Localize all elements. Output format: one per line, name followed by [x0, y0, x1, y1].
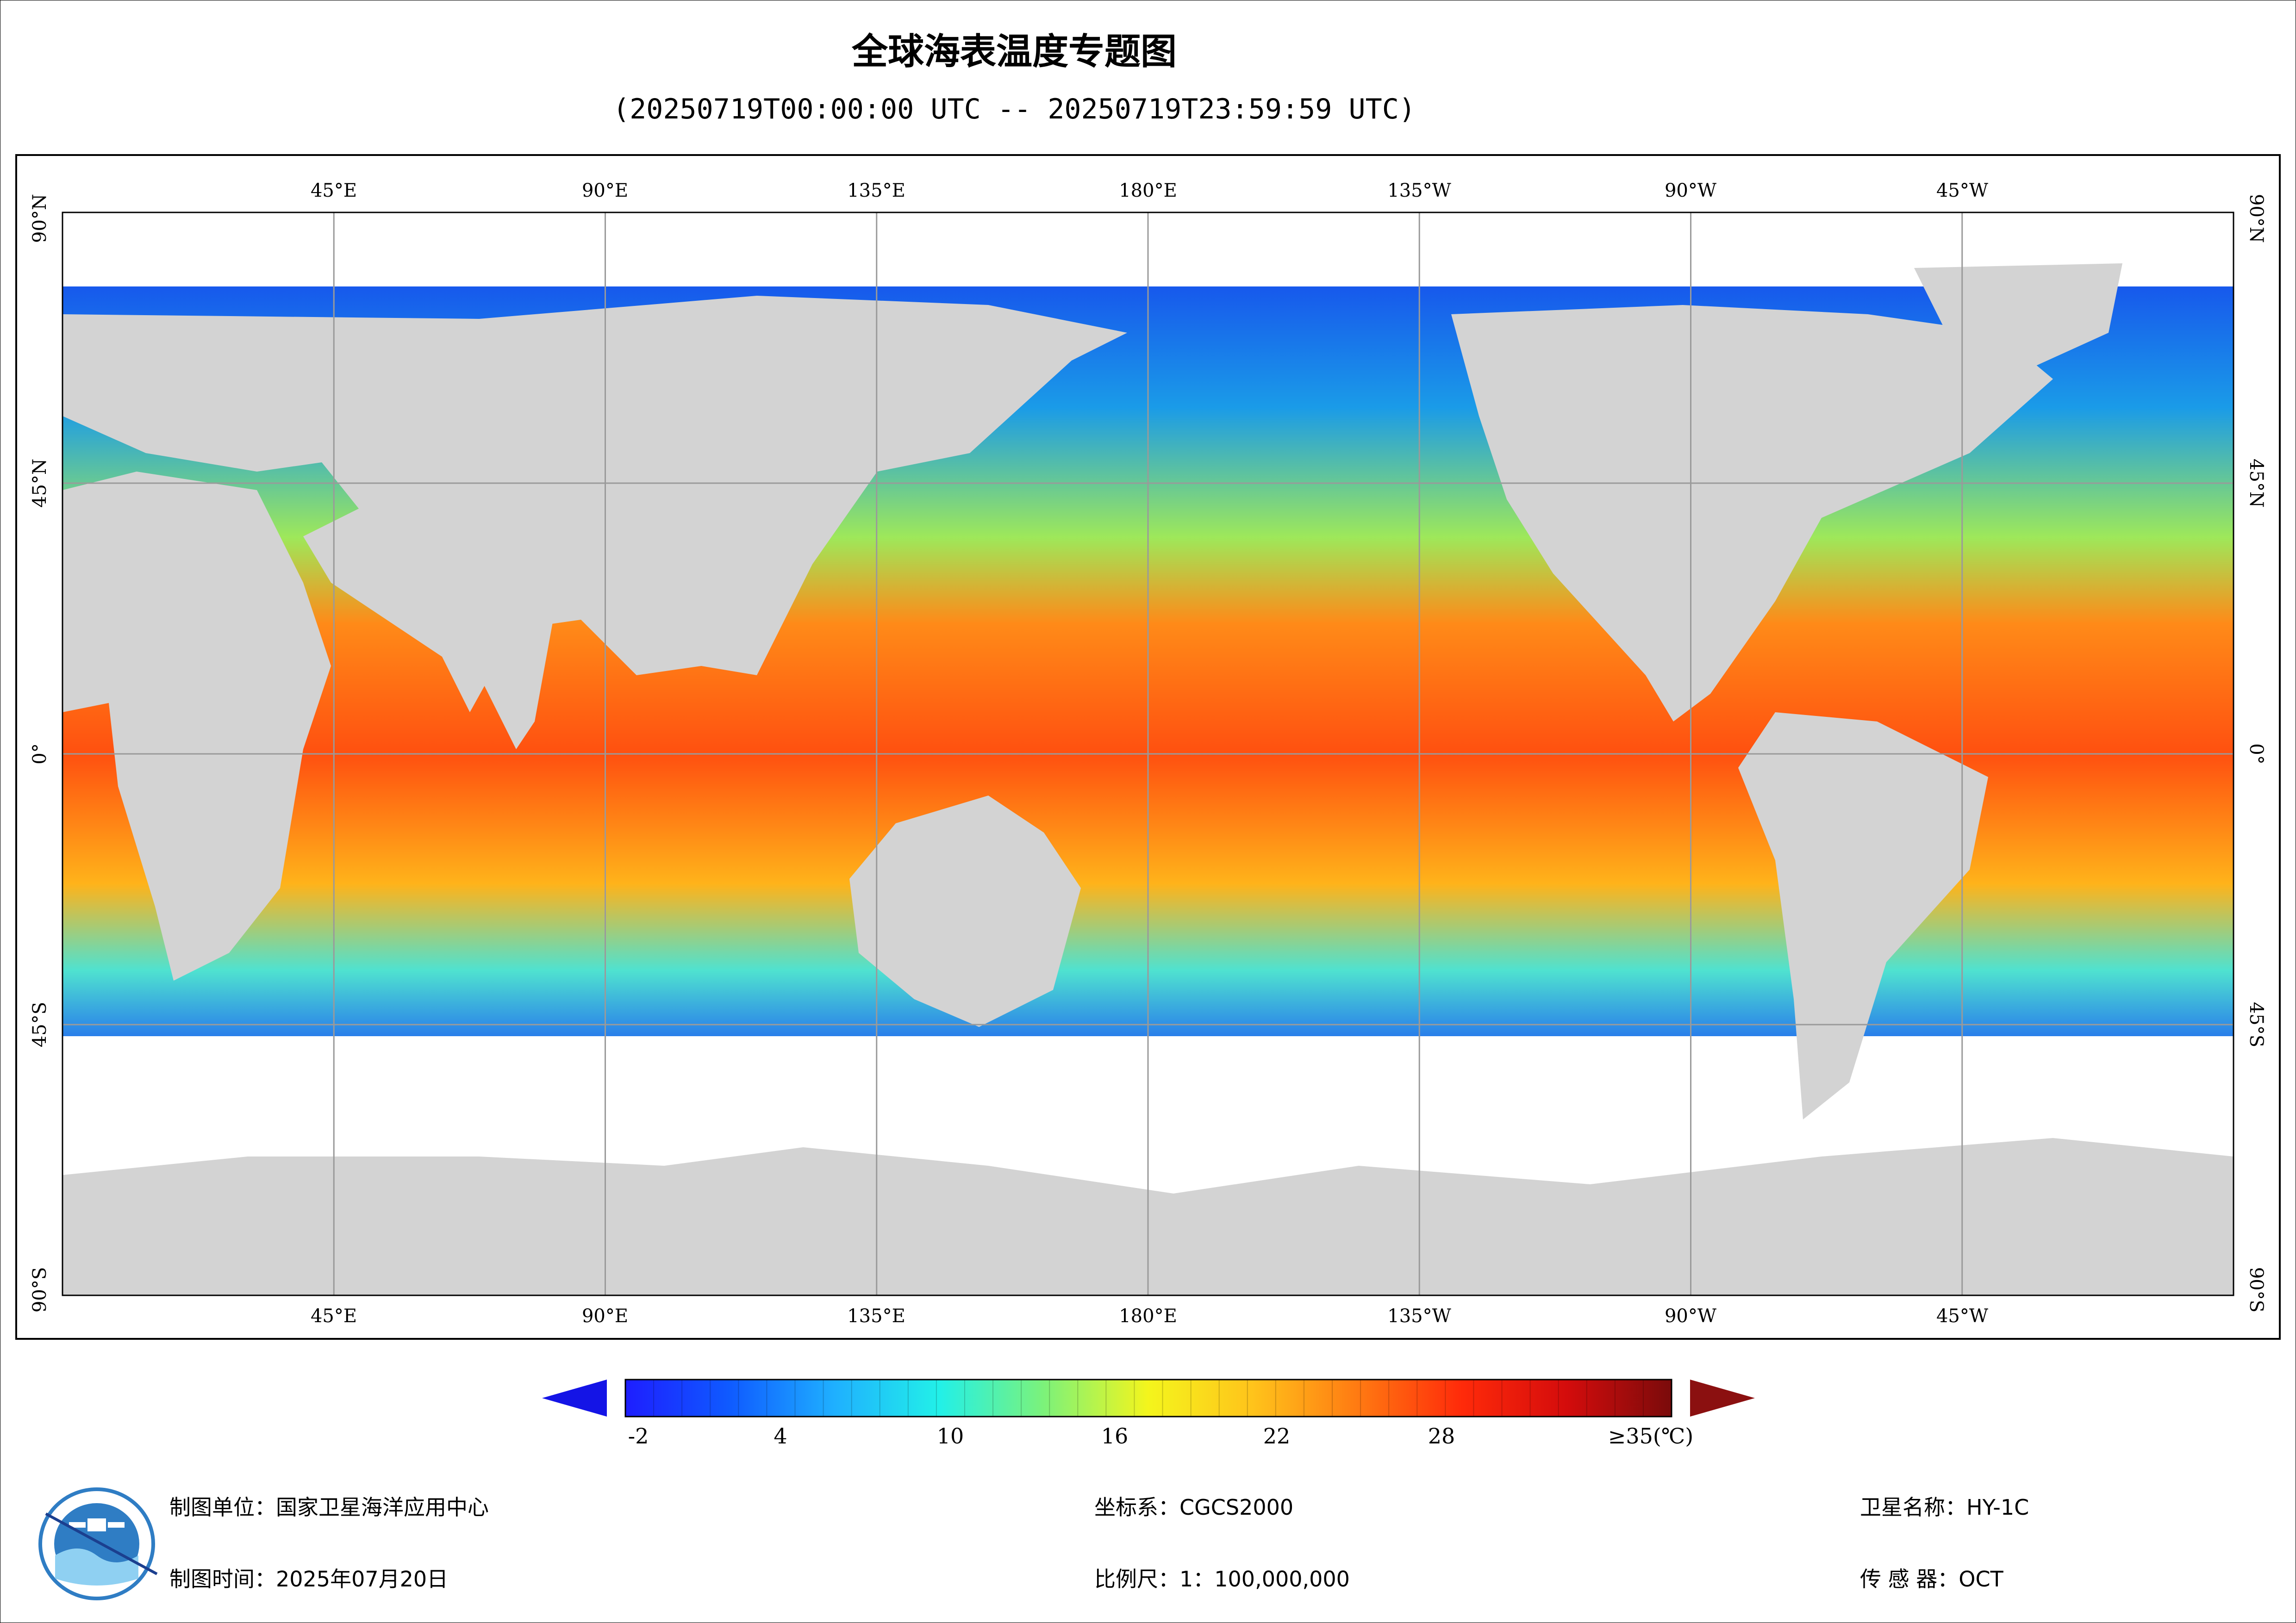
map-scale: 比例尺：1：100,000,000 [1094, 1567, 1350, 1592]
colorbar-label: -2 [628, 1424, 649, 1449]
lon-label-top: 180°E [1119, 180, 1177, 201]
lon-label-bottom: 90°E [582, 1306, 628, 1327]
lon-label-top: 135°W [1387, 180, 1451, 201]
lon-label-bottom: 90°W [1665, 1306, 1716, 1327]
coordinate-system: 坐标系：CGCS2000 [1094, 1495, 1294, 1520]
right-lat-labels: 90°N 45°N 0° 45°S 90°S [2246, 194, 2267, 1312]
lat-label-left: 90°N [29, 194, 50, 243]
lat-label-right: 90°S [2246, 1267, 2267, 1312]
sensor-name: 传 感 器：OCT [1860, 1567, 2003, 1592]
plot-border [62, 211, 2234, 1296]
lat-label-left: 90°S [29, 1267, 50, 1312]
lat-label-right: 0° [2246, 743, 2267, 764]
lat-label-right: 90°N [2246, 194, 2267, 243]
colorbar-label: ≥35(℃) [1608, 1424, 1694, 1449]
colorbar-label: 28 [1428, 1424, 1455, 1449]
nsoas-logo-icon [38, 1487, 158, 1600]
bottom-lon-labels: 45°E 90°E 135°E 180°E 135°W 90°W 45°W [311, 1306, 1988, 1327]
lon-label-bottom: 45°W [1936, 1306, 1988, 1327]
lat-label-right: 45°S [2246, 1002, 2267, 1047]
lat-label-left: 45°S [29, 1002, 50, 1047]
colorbar-label: 22 [1263, 1424, 1291, 1449]
graticule [62, 212, 2234, 1295]
top-lon-labels: 45°E 90°E 135°E 180°E 135°W 90°W 45°W [311, 180, 1988, 201]
lon-label-bottom: 180°E [1119, 1306, 1177, 1327]
lon-label-bottom: 135°W [1387, 1306, 1451, 1327]
lat-label-left: 0° [29, 743, 50, 764]
producer-unit: 制图单位：国家卫星海洋应用中心 [169, 1495, 489, 1520]
lon-label-bottom: 135°E [847, 1306, 905, 1327]
lon-label-top: 90°E [582, 180, 628, 201]
lon-label-top: 135°E [847, 180, 905, 201]
colorbar-label: 10 [936, 1424, 964, 1449]
lon-label-top: 90°W [1665, 180, 1716, 201]
colorbar-under-arrow [542, 1380, 607, 1417]
colorbar-over-arrow [1690, 1380, 1755, 1417]
production-date: 制图时间：2025年07月20日 [169, 1567, 449, 1592]
sst-map: 45°E 90°E 135°E 180°E 135°W 90°W 45°W 45… [29, 180, 2267, 1327]
lat-label-right: 45°N [2246, 459, 2267, 508]
satellite-name: 卫星名称：HY-1C [1860, 1495, 2029, 1520]
colorbar-label: 4 [774, 1424, 787, 1449]
colorbar-label: 16 [1101, 1424, 1129, 1449]
map-frame: 45°E 90°E 135°E 180°E 135°W 90°W 45°W 45… [15, 154, 2281, 1340]
left-lat-labels: 90°N 45°N 0° 45°S 90°S [29, 194, 50, 1312]
colorbar-bar [624, 1379, 1672, 1418]
map-title: 全球海表温度专题图 [851, 31, 1177, 73]
colorbar-ticks [653, 1380, 1644, 1417]
lat-label-left: 45°N [29, 459, 50, 508]
lon-label-top: 45°W [1936, 180, 1988, 201]
lon-label-bottom: 45°E [311, 1306, 357, 1327]
sst-colorbar [542, 1379, 1755, 1418]
time-range-subtitle: (20250719T00:00:00 UTC -- 20250719T23:59… [613, 93, 1416, 125]
lon-label-top: 45°E [311, 180, 357, 201]
